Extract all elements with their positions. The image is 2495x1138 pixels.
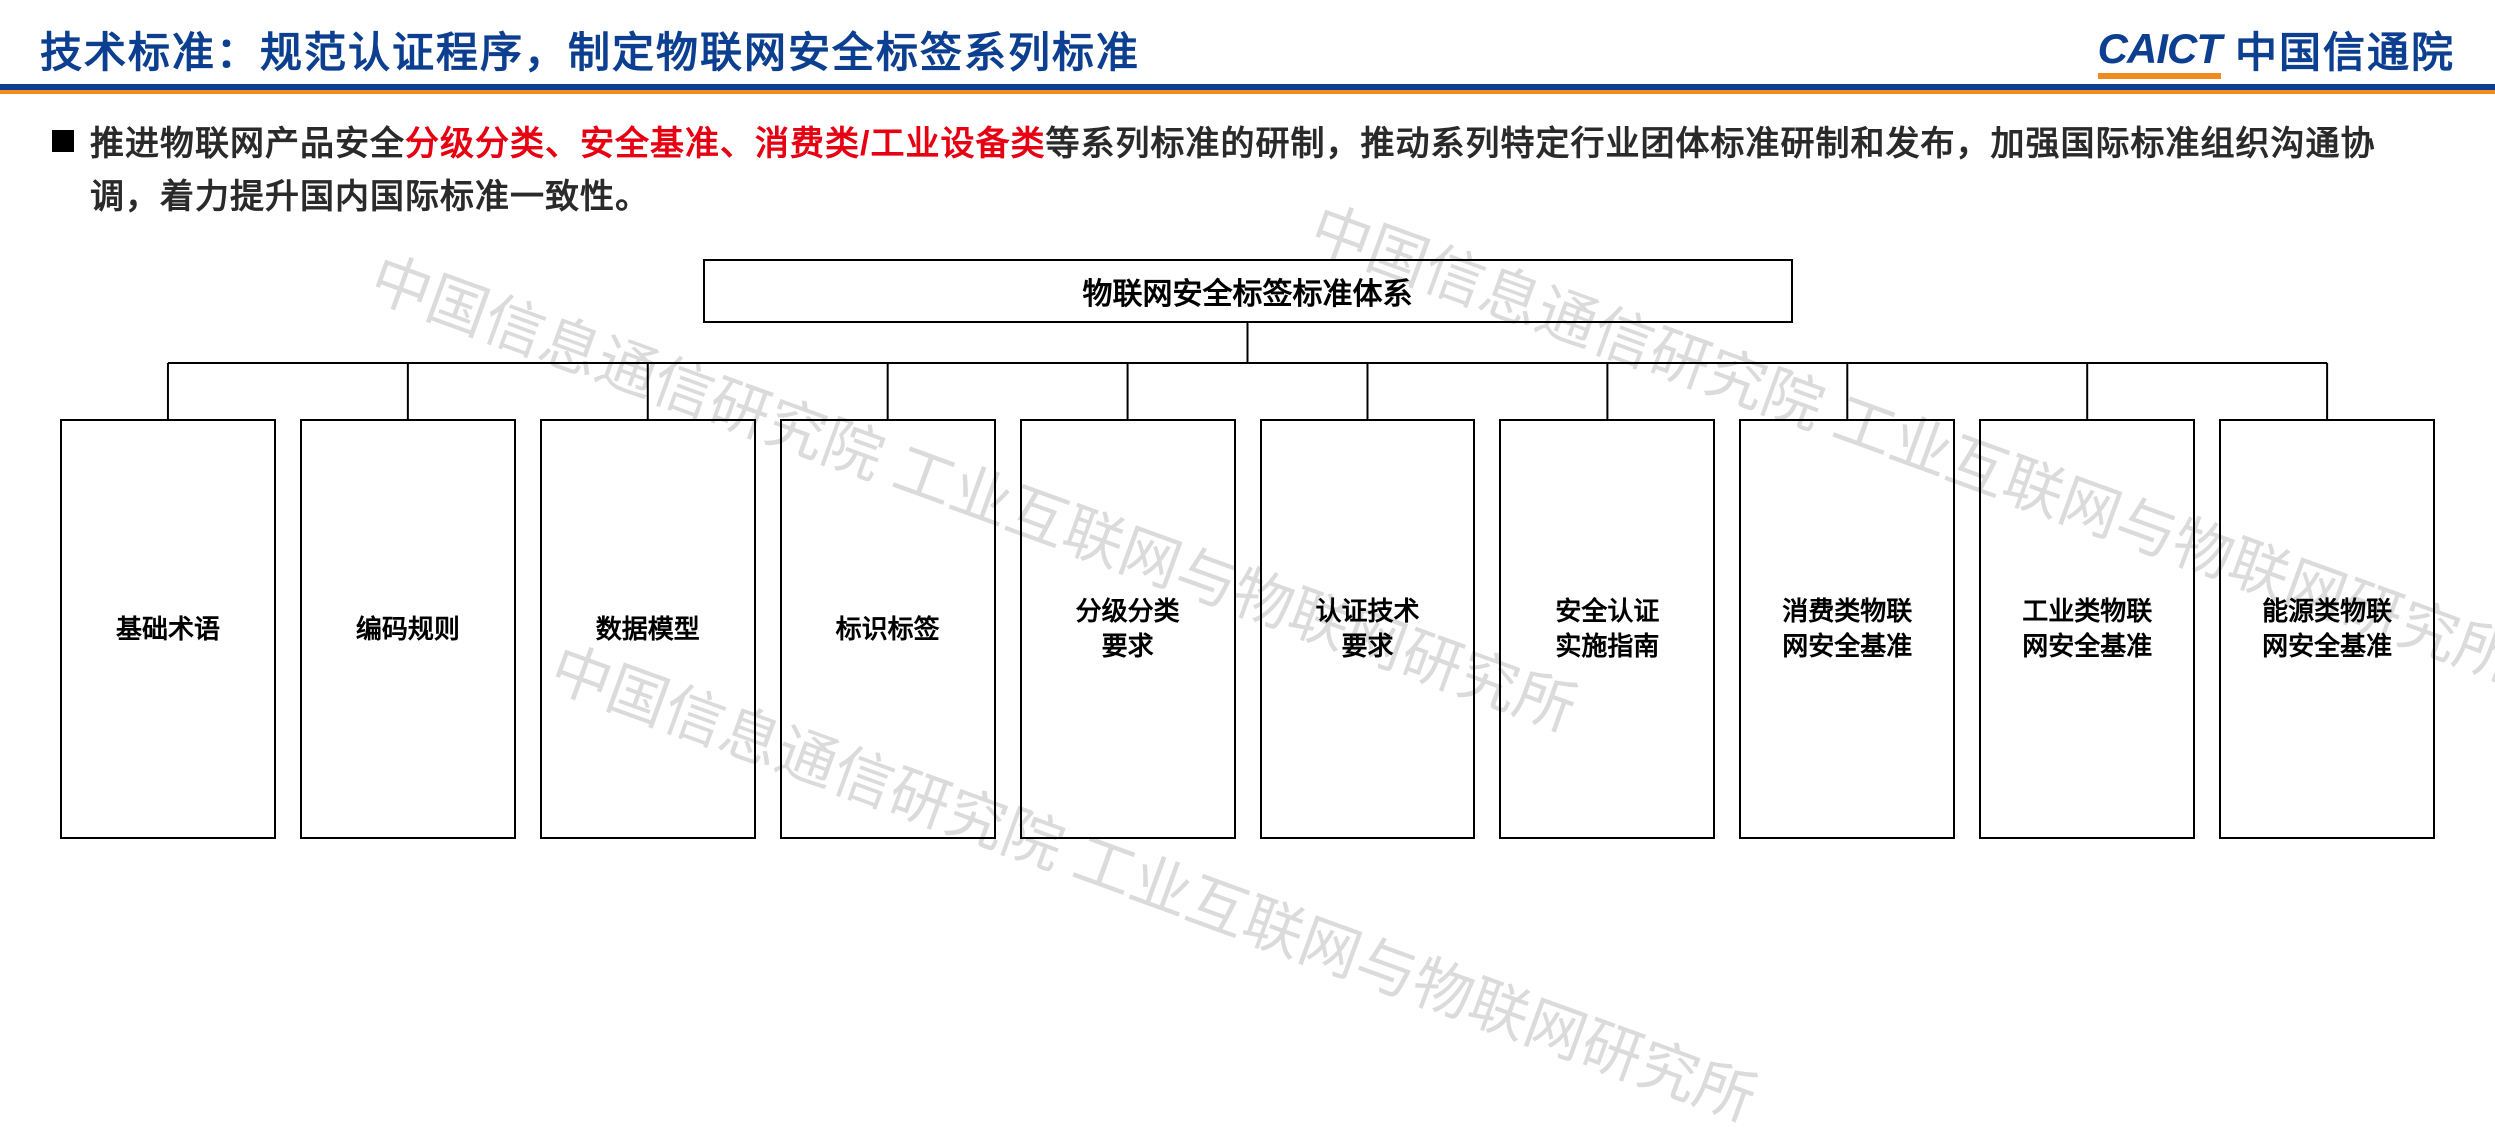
tree-leaf-label: 数据模型 [596, 612, 700, 647]
tree-leaf-label: 基础术语 [116, 612, 220, 647]
body-sep2: 、 [720, 125, 755, 163]
tree-leaf-label: 工业类物联网安全基准 [2022, 594, 2152, 664]
tree-leaf-box: 标识标签 [780, 419, 996, 839]
body-paragraph: 推进物联网产品安全分级分类、安全基准、消费类/工业设备类等系列标准的研制，推动系… [0, 94, 2495, 223]
logo-underline [2098, 73, 2221, 79]
body-sep1: 、 [545, 125, 580, 163]
tree-leaf-box: 工业类物联网安全基准 [1979, 419, 2195, 839]
bullet-square-icon [52, 130, 74, 152]
tree-root-label: 物联网安全标签标准体系 [1083, 269, 1413, 313]
tree-diagram: 物联网安全标签标准体系 基础术语 编码规则 数据模型 标识标签 分级分类要求 认证技术要求… [60, 259, 2435, 859]
tree-connectors [60, 323, 2435, 419]
tree-leaf-box: 分级分类要求 [1020, 419, 1236, 839]
tree-root-box: 物联网安全标签标准体系 [703, 259, 1793, 323]
tree-leaf-label: 分级分类要求 [1076, 594, 1180, 664]
tree-leaf-box: 安全认证实施指南 [1499, 419, 1715, 839]
tree-leaf-label: 编码规则 [356, 612, 460, 647]
tree-leaf-label: 认证技术要求 [1315, 594, 1419, 664]
tree-leaf-box: 数据模型 [540, 419, 756, 839]
tree-leaf-box: 认证技术要求 [1260, 419, 1476, 839]
tree-leaf-label: 消费类物联网安全基准 [1782, 594, 1912, 664]
body-pre: 推进物联网产品安全 [90, 125, 405, 163]
tree-leaf-label: 能源类物联网安全基准 [2262, 594, 2392, 664]
body-hl3: 消费类/工业设备类 [755, 125, 1045, 163]
tree-leaf-row: 基础术语 编码规则 数据模型 标识标签 分级分类要求 认证技术要求 安全认证实施指南 消费类物… [60, 419, 2435, 839]
logo-cn: 中国信通院 [2235, 19, 2455, 80]
tree-leaf-label: 标识标签 [836, 612, 940, 647]
body-hl2: 安全基准 [580, 125, 720, 163]
logo-en: CAICT [2098, 25, 2221, 73]
body-hl1: 分级分类 [405, 125, 545, 163]
tree-leaf-box: 消费类物联网安全基准 [1739, 419, 1955, 839]
tree-leaf-box: 编码规则 [300, 419, 516, 839]
slide-title: 技术标准：规范认证程序，制定物联网安全标签系列标准 [40, 19, 1140, 80]
tree-leaf-label: 安全认证实施指南 [1555, 594, 1659, 664]
tree-leaf-box: 基础术语 [60, 419, 276, 839]
logo-block: CAICT 中国信通院 [2098, 19, 2455, 80]
logo-en-text: CAICT [2098, 25, 2221, 72]
slide-header: 技术标准：规范认证程序，制定物联网安全标签系列标准 CAICT 中国信通院 [0, 0, 2495, 78]
tree-leaf-box: 能源类物联网安全基准 [2219, 419, 2435, 839]
